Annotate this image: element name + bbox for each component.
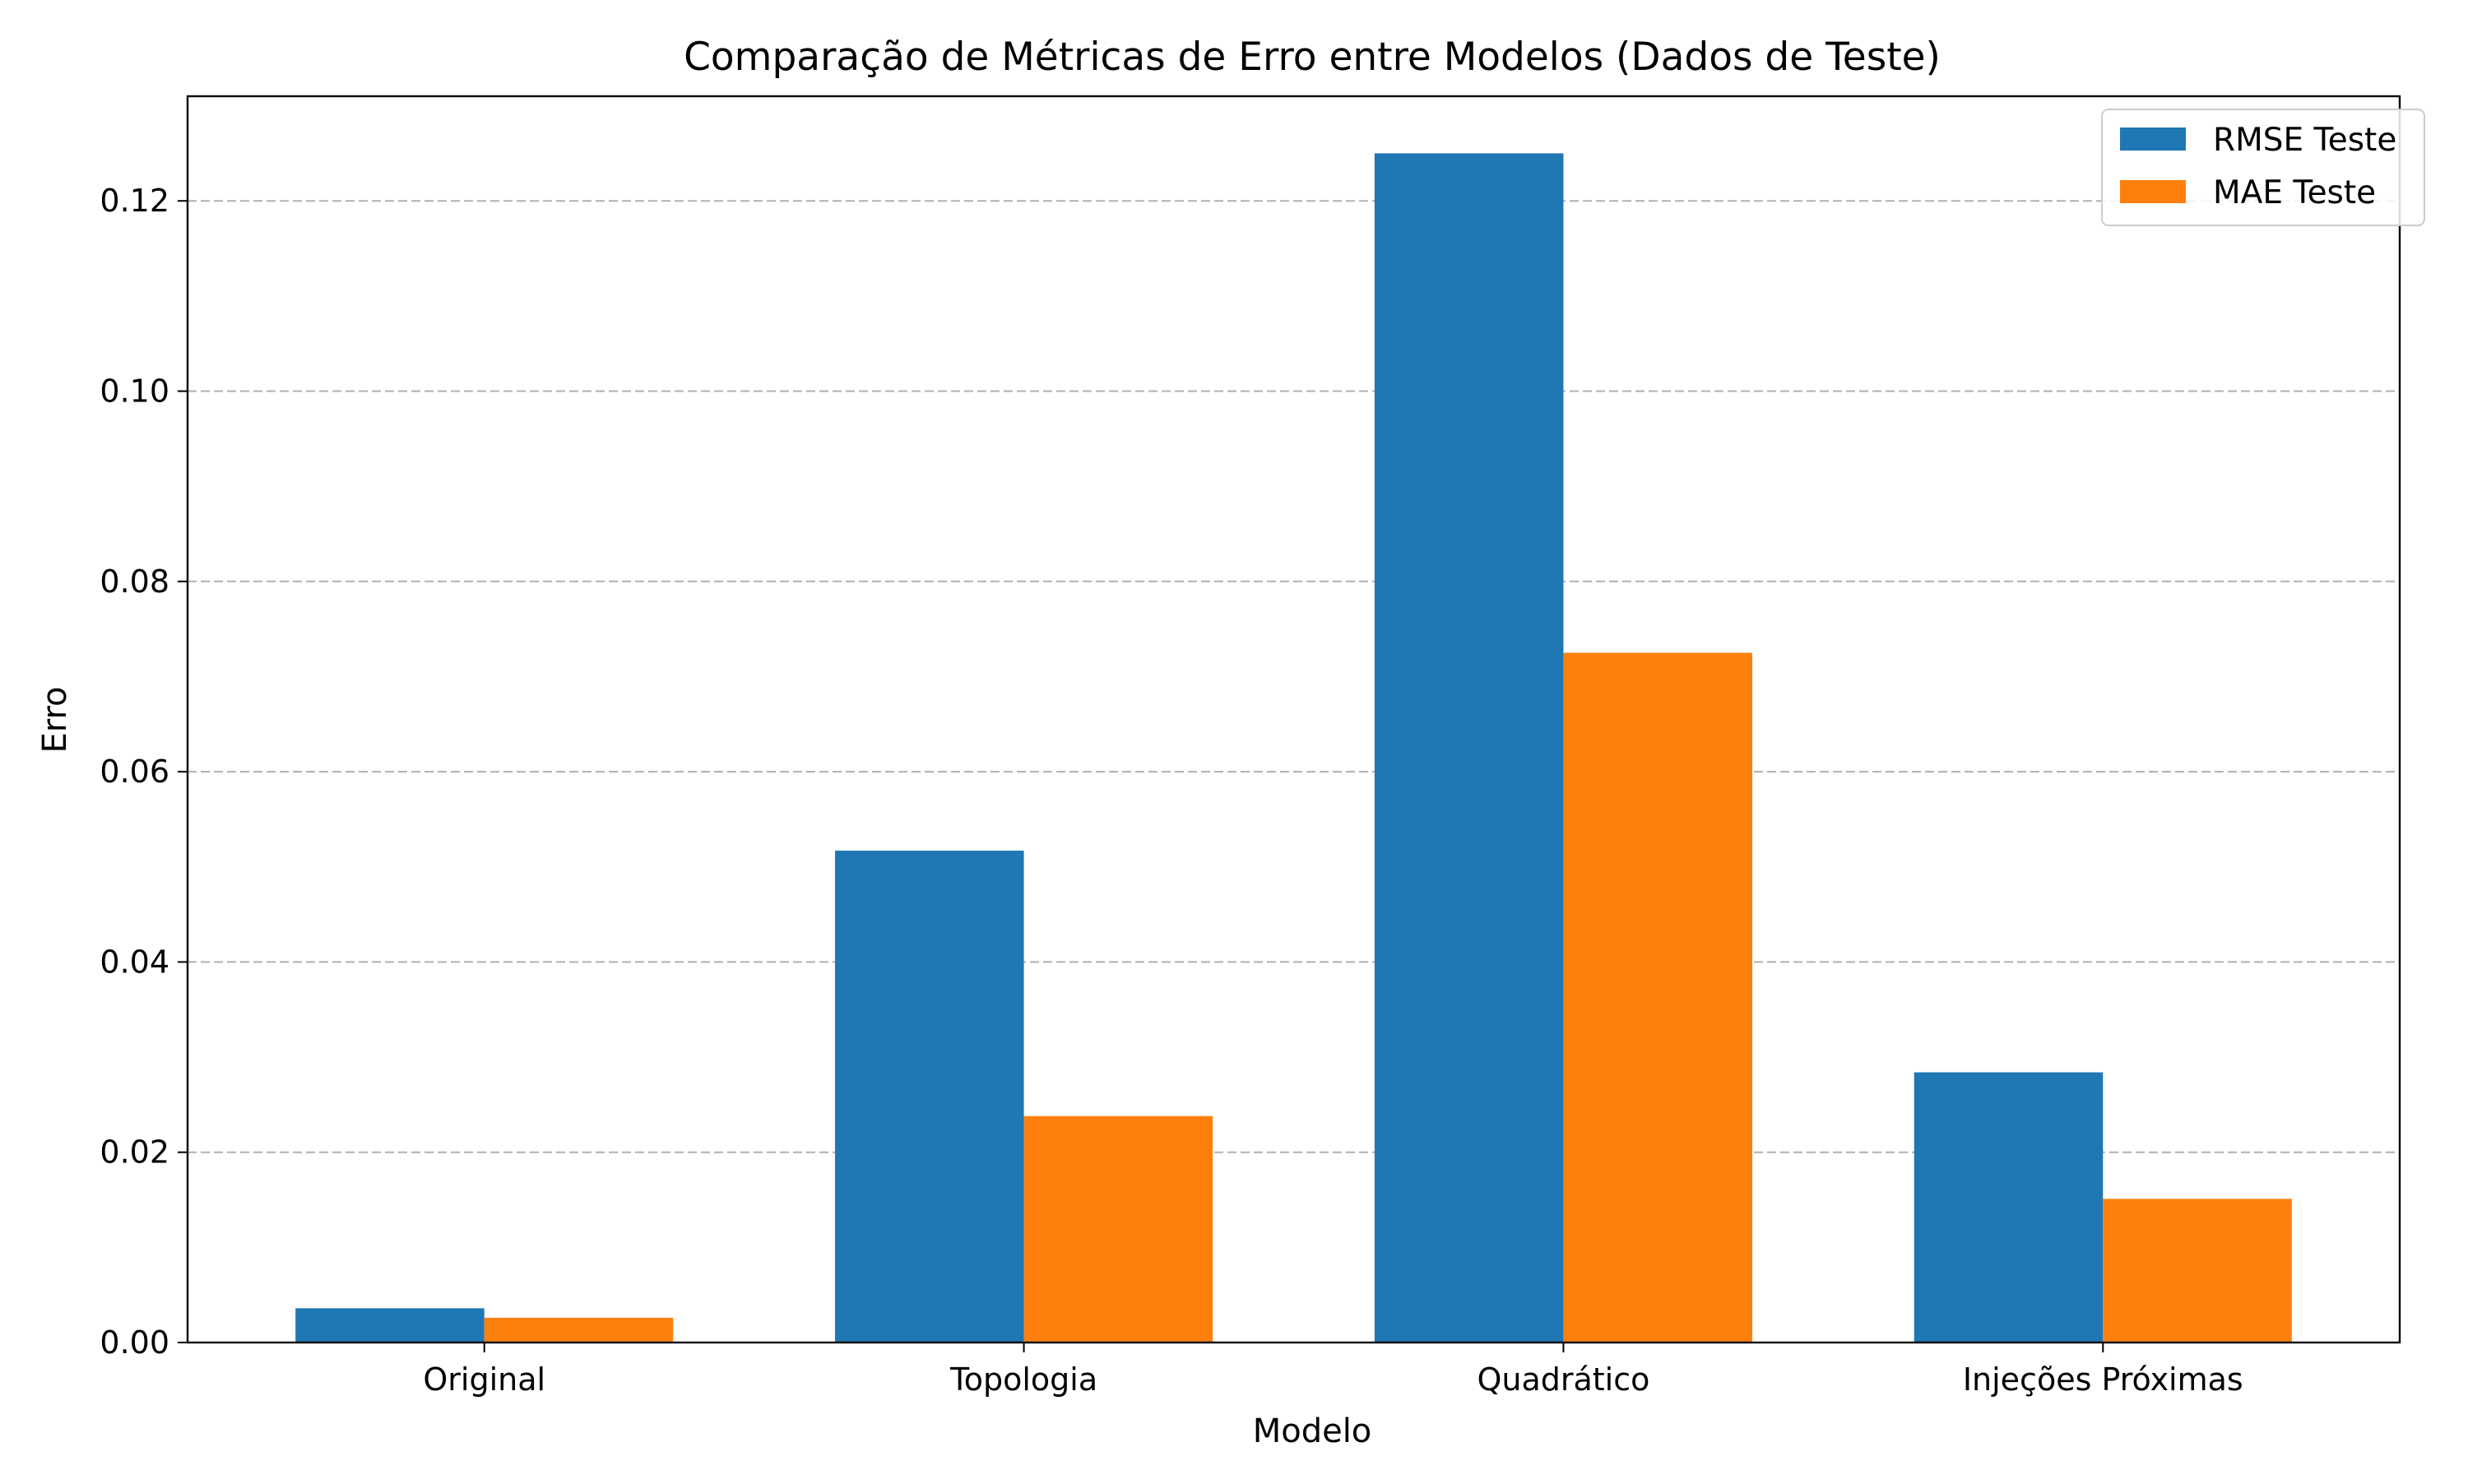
bars xyxy=(295,153,2292,1343)
legend-swatch-mae xyxy=(2120,180,2186,203)
y-tick-label: 0.10 xyxy=(100,373,169,410)
chart-title: Comparação de Métricas de Erro entre Mod… xyxy=(684,35,1941,80)
x-tick-label: Original xyxy=(423,1361,545,1398)
plot-frame xyxy=(186,95,2401,1344)
bar-rmse-3 xyxy=(1914,1072,2104,1343)
y-axis-ticks: 0.00 0.02 0.04 0.06 0.08 0.10 0.12 xyxy=(100,183,188,1361)
y-tick-label: 0.02 xyxy=(100,1134,169,1171)
bar-mae-3 xyxy=(2103,1199,2292,1343)
bar-rmse-2 xyxy=(1374,153,1564,1343)
y-axis-label: Erro xyxy=(36,686,74,753)
legend-swatch-rmse xyxy=(2120,128,2186,151)
bar-mae-0 xyxy=(484,1317,674,1343)
x-axis-ticks: Original Topologia Quadrático Injeções Próx… xyxy=(423,1343,2243,1398)
y-tick-label: 0.00 xyxy=(100,1324,169,1361)
x-tick-label: Quadrático xyxy=(1477,1361,1649,1398)
bar-rmse-1 xyxy=(835,851,1024,1343)
x-tick-label: Injeções Próximas xyxy=(1963,1361,2243,1398)
grid-lines xyxy=(188,200,2400,1153)
legend: RMSE Teste MAE Teste xyxy=(2101,109,2425,226)
bar-mae-1 xyxy=(1023,1115,1213,1343)
bar-rmse-0 xyxy=(295,1308,485,1343)
y-tick-label: 0.04 xyxy=(100,944,169,980)
legend-label-mae: MAE Teste xyxy=(2213,174,2376,211)
x-tick-label: Topologia xyxy=(949,1361,1097,1398)
y-tick-label: 0.12 xyxy=(100,183,169,219)
y-tick-label: 0.08 xyxy=(100,563,169,600)
y-tick-label: 0.06 xyxy=(100,754,169,790)
x-axis-label: Modelo xyxy=(1253,1412,1372,1450)
bar-mae-2 xyxy=(1563,652,1752,1343)
legend-label-rmse: RMSE Teste xyxy=(2213,122,2396,159)
